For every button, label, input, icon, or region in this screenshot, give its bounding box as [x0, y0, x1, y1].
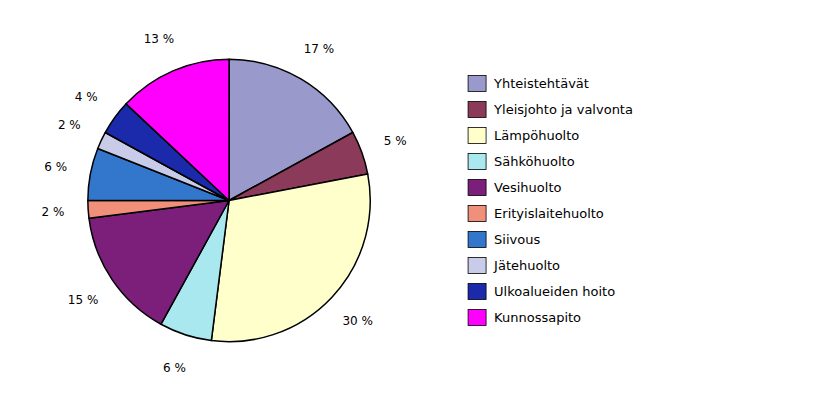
legend-item: Siivous [468, 232, 540, 248]
data-label: 6 % [163, 361, 186, 375]
legend-swatch [468, 76, 486, 92]
legend-swatch [468, 258, 486, 274]
slices [88, 59, 370, 341]
legend-swatch [468, 180, 486, 196]
data-label: 2 % [41, 205, 64, 219]
legend-item: Jätehuolto [468, 258, 560, 274]
legend-label: Lämpöhuolto [494, 128, 579, 143]
data-label: 2 % [58, 118, 81, 132]
data-labels: 17 % 5 % 30 % 6 % 15 % 2 % 6 % 2 % 4 % 13 % [41, 32, 406, 376]
legend-item: Yleisjohto ja valvonta [468, 102, 633, 118]
chart: 17 % 5 % 30 % 6 % 15 % 2 % 6 % 2 % 4 % 13 % Yhteis… [0, 0, 818, 401]
legend-label: Erityislaitehuolto [494, 206, 604, 221]
slice [126, 59, 229, 200]
legend-label: Vesihuolto [494, 180, 561, 195]
legend-swatch [468, 284, 486, 300]
legend-item: Lämpöhuolto [468, 128, 579, 144]
pie: 17 % 5 % 30 % 6 % 15 % 2 % 6 % 2 % 4 % 13 % [41, 32, 406, 376]
data-label: 13 % [144, 32, 175, 46]
slice [89, 201, 229, 325]
legend-item: Vesihuolto [468, 180, 561, 196]
legend-swatch [468, 206, 486, 222]
legend-swatch [468, 154, 486, 170]
legend-item: Yhteistehtävät [468, 76, 589, 92]
data-label: 4 % [75, 90, 98, 104]
legend-label: Yhteistehtävät [493, 76, 589, 91]
legend-item: Sähköhuolto [468, 154, 575, 170]
legend-swatch [468, 102, 486, 118]
slice [88, 201, 229, 219]
legend-label: Sähköhuolto [494, 154, 575, 169]
legend-swatch [468, 232, 486, 248]
data-label: 30 % [342, 314, 373, 328]
legend: Yhteistehtävät Yleisjohto ja valvonta Lämp… [468, 76, 633, 326]
legend-label: Kunnossapito [494, 310, 581, 325]
data-label: 6 % [44, 160, 67, 174]
legend-label: Siivous [494, 232, 540, 247]
legend-label: Ulkoalueiden hoito [494, 284, 615, 299]
legend-label: Jätehuolto [493, 258, 560, 273]
legend-swatch [468, 310, 486, 326]
data-label: 5 % [384, 134, 407, 148]
legend-item: Kunnossapito [468, 310, 581, 326]
legend-item: Ulkoalueiden hoito [468, 284, 615, 300]
data-label: 17 % [304, 42, 335, 56]
legend-label: Yleisjohto ja valvonta [493, 102, 633, 117]
legend-swatch [468, 128, 486, 144]
legend-item: Erityislaitehuolto [468, 206, 604, 222]
data-label: 15 % [68, 293, 99, 307]
